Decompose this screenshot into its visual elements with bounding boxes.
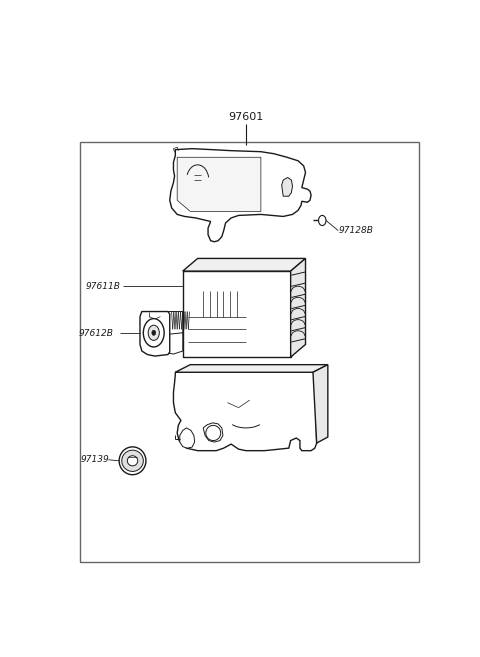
Polygon shape <box>180 428 195 448</box>
Polygon shape <box>170 148 311 242</box>
Ellipse shape <box>122 450 144 472</box>
Polygon shape <box>177 157 261 212</box>
Polygon shape <box>313 365 328 443</box>
Polygon shape <box>290 258 305 357</box>
Bar <box>81 142 419 562</box>
Polygon shape <box>163 333 183 354</box>
Text: 97128B: 97128B <box>339 226 374 235</box>
Text: 97612B: 97612B <box>79 328 113 338</box>
Circle shape <box>144 319 164 347</box>
Text: 97601: 97601 <box>228 112 264 122</box>
Text: 97139: 97139 <box>81 455 109 464</box>
Polygon shape <box>183 271 290 357</box>
Polygon shape <box>203 423 223 442</box>
Text: 97611B: 97611B <box>85 282 120 291</box>
Ellipse shape <box>127 456 138 466</box>
Polygon shape <box>140 311 170 356</box>
Polygon shape <box>183 258 305 271</box>
Ellipse shape <box>119 447 146 475</box>
Polygon shape <box>164 311 183 336</box>
Polygon shape <box>282 177 292 196</box>
Polygon shape <box>173 373 317 451</box>
Circle shape <box>319 215 326 225</box>
Polygon shape <box>175 365 328 373</box>
Circle shape <box>148 325 159 340</box>
Circle shape <box>152 330 156 335</box>
